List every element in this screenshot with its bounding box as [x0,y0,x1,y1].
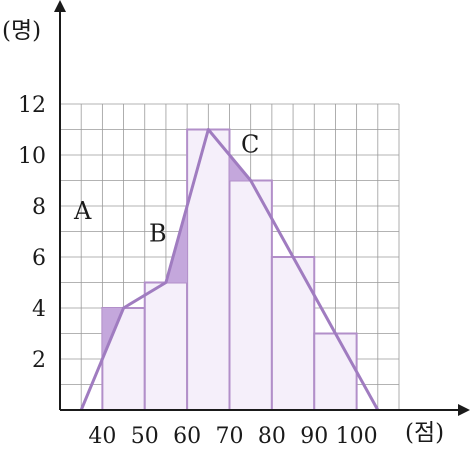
x-axis-unit-label: (점) [405,420,444,446]
frequency-polygon-line [79,128,380,411]
frequency-polygon [79,128,380,411]
x-tick-label: 90 [300,424,328,449]
axes [54,0,470,416]
y-tick-label: 10 [18,144,46,169]
x-tick-label: 70 [216,424,244,449]
x-tick-label: 100 [336,424,378,449]
region-label-a: A [73,197,92,225]
x-tick-label: 50 [131,424,159,449]
histogram-bar [186,128,231,411]
x-tick-label: 60 [173,424,201,449]
region-label-b: B [149,220,167,248]
x-tick-label: 40 [88,424,116,449]
histogram-bar [228,179,273,411]
y-tick-label: 4 [32,297,46,322]
y-tick-label: 6 [32,246,46,271]
region-label-c: C [241,130,259,158]
y-tick-label: 12 [18,93,46,118]
x-tick-label: 80 [258,424,286,449]
histogram-bar [313,332,358,411]
y-axis-unit-label: (명) [2,18,41,44]
histogram-bar [143,281,189,411]
labels: (명) (점) 2 4 6 8 10 12 40 50 60 70 80 90 100 A B C [2,18,444,449]
histogram-bar [270,256,316,411]
y-tick-label: 2 [32,348,46,373]
y-axis-arrow [54,0,66,12]
x-axis-arrow [458,404,470,416]
y-tick-label: 8 [32,195,46,220]
